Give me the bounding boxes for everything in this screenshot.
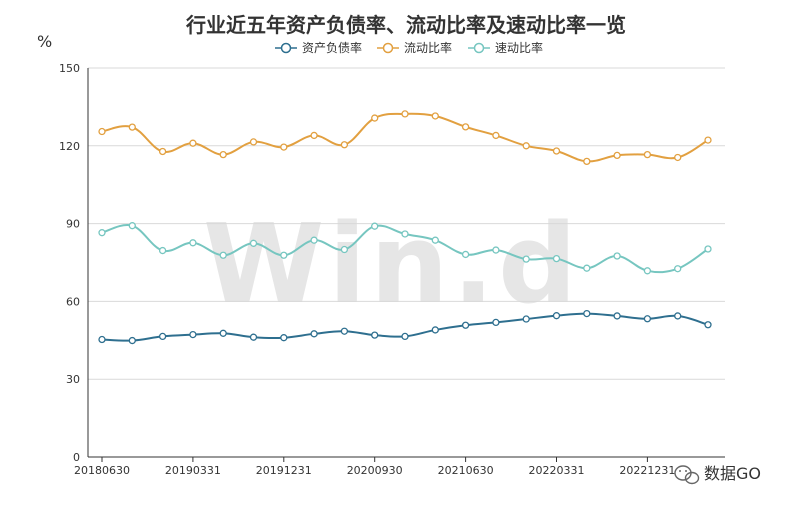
legend-item[interactable]: 流动比率 bbox=[377, 40, 452, 55]
brand-label: 数据GO bbox=[704, 464, 761, 483]
data-point bbox=[98, 335, 106, 344]
data-point bbox=[249, 333, 258, 341]
legend-label: 资产负债率 bbox=[302, 40, 362, 55]
data-point bbox=[461, 250, 470, 259]
data-point bbox=[310, 236, 318, 244]
legend-swatch-marker bbox=[382, 42, 394, 54]
data-point bbox=[128, 222, 136, 230]
legend-label: 流动比率 bbox=[404, 40, 452, 55]
data-point bbox=[340, 327, 349, 335]
data-point bbox=[492, 246, 500, 254]
data-point bbox=[310, 131, 318, 140]
x-tick-label: 20220331 bbox=[529, 464, 585, 477]
data-point bbox=[704, 136, 712, 144]
y-axis-ticks: 0 30 60 90 120 150 bbox=[59, 62, 80, 464]
x-tick-label: 20180630 bbox=[74, 464, 130, 477]
data-point bbox=[158, 147, 167, 156]
data-point bbox=[643, 315, 652, 323]
data-point bbox=[98, 127, 106, 136]
y-tick-label: 30 bbox=[66, 373, 80, 386]
y-tick-label: 60 bbox=[66, 295, 80, 308]
data-point bbox=[189, 239, 197, 247]
data-point bbox=[340, 245, 349, 254]
data-point bbox=[613, 252, 621, 260]
legend-item[interactable]: 资产负债率 bbox=[275, 40, 362, 55]
data-point bbox=[128, 336, 136, 345]
brand-badge: 数据GO bbox=[674, 464, 761, 485]
watermark: Win.d bbox=[203, 200, 581, 328]
data-point bbox=[522, 255, 530, 263]
chart-title: 行业近五年资产负债率、流动比率及速动比率一览 bbox=[185, 13, 626, 37]
x-tick-label: 20190331 bbox=[165, 464, 221, 477]
data-point bbox=[280, 251, 288, 259]
data-point bbox=[249, 138, 258, 146]
data-point bbox=[219, 329, 227, 337]
data-point bbox=[219, 150, 227, 159]
data-point bbox=[583, 157, 591, 166]
data-point bbox=[674, 312, 682, 320]
data-point bbox=[401, 230, 409, 238]
legend-swatch-marker bbox=[473, 42, 485, 54]
data-point bbox=[371, 331, 379, 339]
legend: 资产负债率 流动比率 速动比率 bbox=[275, 40, 543, 55]
y-tick-label: 150 bbox=[59, 62, 80, 75]
data-point bbox=[158, 332, 167, 341]
data-point bbox=[643, 150, 652, 159]
data-point bbox=[674, 153, 682, 162]
data-point bbox=[613, 151, 621, 160]
data-point bbox=[340, 141, 349, 149]
legend-label: 速动比率 bbox=[495, 40, 543, 55]
data-point bbox=[461, 321, 470, 329]
data-point bbox=[552, 147, 561, 155]
data-point bbox=[249, 239, 258, 247]
data-point bbox=[431, 112, 439, 120]
data-point bbox=[371, 222, 379, 230]
wechat-icon bbox=[674, 465, 700, 485]
data-point bbox=[492, 318, 500, 327]
data-point bbox=[98, 229, 106, 237]
data-point bbox=[280, 334, 288, 342]
x-axis: 20180630 20190331 20191231 20200930 20210630… bbox=[74, 68, 725, 477]
data-point bbox=[158, 246, 167, 255]
data-point bbox=[371, 114, 379, 122]
data-point bbox=[552, 312, 561, 320]
y-tick-label: 120 bbox=[59, 140, 80, 153]
data-point bbox=[643, 267, 652, 275]
data-point bbox=[522, 315, 530, 323]
data-point bbox=[613, 312, 621, 320]
y-axis-unit: % bbox=[37, 32, 52, 51]
data-point bbox=[431, 326, 439, 334]
data-point bbox=[522, 142, 530, 150]
x-tick-label: 20200930 bbox=[347, 464, 403, 477]
data-point bbox=[674, 265, 682, 273]
data-point bbox=[401, 110, 409, 118]
data-point bbox=[583, 264, 591, 272]
data-point bbox=[401, 332, 409, 341]
data-point bbox=[310, 330, 318, 338]
x-tick-label: 20210630 bbox=[438, 464, 494, 477]
plot-area bbox=[98, 110, 712, 345]
x-tick-label: 20191231 bbox=[256, 464, 312, 477]
data-point bbox=[189, 330, 197, 339]
data-point bbox=[492, 131, 500, 140]
data-point bbox=[128, 123, 136, 131]
legend-swatch-marker bbox=[280, 42, 292, 54]
data-point bbox=[280, 143, 288, 151]
data-point bbox=[189, 139, 197, 147]
data-point bbox=[552, 254, 561, 263]
legend-item[interactable]: 速动比率 bbox=[468, 40, 543, 55]
data-point bbox=[704, 321, 712, 329]
data-point bbox=[431, 236, 439, 244]
x-tick-label: 20221231 bbox=[619, 464, 675, 477]
data-point bbox=[219, 251, 227, 259]
data-point bbox=[461, 123, 470, 131]
data-point bbox=[704, 245, 712, 253]
y-tick-label: 90 bbox=[66, 218, 80, 231]
y-tick-label: 0 bbox=[73, 451, 80, 464]
data-point bbox=[583, 309, 591, 318]
